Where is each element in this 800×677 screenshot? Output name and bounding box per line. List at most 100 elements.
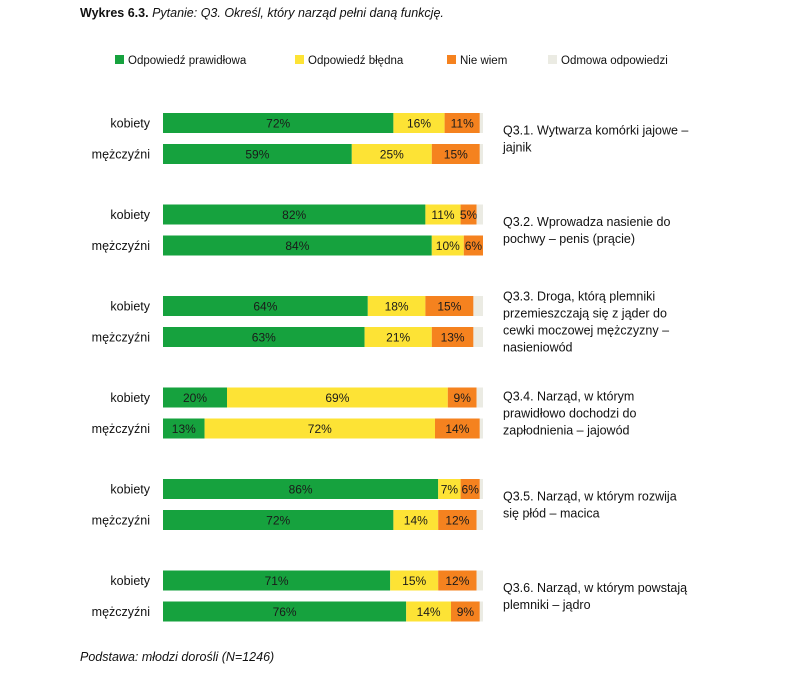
category-label-q4-men: mężczyźni [92, 422, 150, 436]
bar-segment-q6-men-correct [163, 601, 407, 622]
bar-segment-q2-women-refused [476, 204, 483, 225]
data-label-q2-men-dontknow: 6% [465, 239, 483, 253]
question-text-q2-line-1: Q3.2. Wprowadza nasienie do [503, 215, 671, 229]
data-label-q5-women-wrong: 7% [441, 483, 459, 497]
category-label-q2-men: mężczyźni [92, 239, 150, 253]
legend-swatch-correct [115, 55, 124, 64]
data-label-q1-men-wrong: 25% [380, 148, 404, 162]
data-label-q6-men-wrong: 14% [417, 605, 441, 619]
data-label-q4-women-correct: 20% [183, 391, 207, 405]
bar-segment-q6-women-dontknow [438, 570, 477, 591]
bar-segment-q4-women-correct [163, 387, 227, 408]
chart-footer: Podstawa: młodzi dorośli (N=1246) [80, 650, 275, 664]
bar-segment-q6-women-refused [476, 570, 483, 591]
bar-segment-q1-women-dontknow [444, 113, 480, 133]
data-label-q4-women-wrong: 69% [325, 391, 349, 405]
question-text-q4-line-2: prawidłowo dochodzi do [503, 407, 636, 421]
data-label-q1-men-correct: 59% [245, 148, 269, 162]
data-label-q3-women-correct: 64% [253, 300, 277, 314]
bar-segment-q3-men-correct [163, 327, 365, 347]
data-label-q1-women-wrong: 16% [407, 117, 431, 131]
question-text-q1-line-1: Q3.1. Wytwarza komórki jajowe – [503, 124, 688, 138]
bar-segment-q4-women-wrong [227, 387, 448, 408]
bar-segment-q2-women-wrong [425, 204, 461, 225]
question-text-q5-line-1: Q3.5. Narząd, w którym rozwija [503, 490, 677, 504]
legend-label-refused: Odmowa odpowiedzi [561, 55, 668, 67]
legend-label-wrong: Odpowiedź błędna [308, 55, 404, 67]
category-label-q5-men: mężczyźni [92, 514, 150, 528]
bar-segment-q2-men-correct [163, 235, 432, 256]
legend-swatch-wrong [295, 55, 304, 64]
category-label-q6-women: kobiety [110, 574, 150, 588]
bar-segment-q6-women-wrong [390, 570, 439, 591]
data-label-q5-men-dontknow: 12% [445, 514, 469, 528]
bar-segment-q5-women-correct [163, 479, 439, 499]
bar-segment-q5-men-wrong [393, 510, 439, 530]
question-text-q5-line-2: się płód – macica [503, 507, 600, 521]
bar-segment-q1-women-refused [479, 113, 483, 133]
data-label-q1-women-dontknow: 11% [451, 117, 474, 131]
question-text-q4-line-1: Q3.4. Narząd, w którym [503, 390, 634, 404]
bar-segment-q6-men-dontknow [451, 601, 480, 622]
bar-segment-q4-men-correct [163, 418, 205, 439]
bar-segment-q5-women-wrong [438, 479, 461, 499]
bar-segment-q4-men-wrong [204, 418, 435, 439]
data-label-q4-women-dontknow: 9% [454, 391, 472, 405]
category-label-q2-women: kobiety [110, 208, 150, 222]
bar-segment-q3-men-dontknow [431, 327, 474, 347]
bar-segment-q1-women-wrong [393, 113, 445, 133]
bar-segment-q3-women-wrong [367, 296, 426, 316]
question-text-q3-line-2: przemieszczają się z jąder do [503, 307, 667, 321]
bar-segment-q6-men-refused [479, 601, 483, 622]
bar-segment-q2-men-dontknow [463, 235, 483, 256]
data-label-q2-women-wrong: 11% [431, 208, 454, 222]
legend-swatch-refused [548, 55, 557, 64]
chart-title-question: Pytanie: Q3. Określ, który narząd pełni … [152, 6, 444, 20]
chart-title-number: Wykres 6.3. [80, 6, 149, 20]
category-label-q4-women: kobiety [110, 391, 150, 405]
bar-segment-q6-men-wrong [406, 601, 451, 622]
data-label-q3-women-wrong: 18% [385, 300, 409, 314]
bar-segment-q5-men-correct [163, 510, 394, 530]
category-label-q1-women: kobiety [110, 117, 150, 131]
legend-label-correct: Odpowiedź prawidłowa [128, 55, 247, 67]
data-label-q4-men-correct: 13% [172, 422, 196, 436]
question-text-q1-line-2: jajnik [502, 141, 532, 155]
data-label-q1-men-dontknow: 15% [444, 148, 468, 162]
data-label-q5-men-wrong: 14% [404, 514, 428, 528]
question-text-q3-line-3: cewki moczowej mężczyzny – [503, 324, 669, 338]
question-text-q6-line-1: Q3.6. Narząd, w którym powstają [503, 581, 687, 595]
data-label-q5-women-dontknow: 6% [462, 483, 480, 497]
data-label-q3-women-dontknow: 15% [437, 300, 461, 314]
bar-segment-q3-men-refused [473, 327, 483, 347]
bar-segment-q3-women-dontknow [425, 296, 474, 316]
data-label-q5-men-correct: 72% [266, 514, 290, 528]
bar-segment-q4-men-refused [479, 418, 483, 439]
bar-segment-q6-women-correct [163, 570, 391, 591]
bar-segment-q4-women-dontknow [447, 387, 477, 408]
data-label-q2-women-correct: 82% [282, 208, 306, 222]
bar-segment-q1-men-refused [479, 144, 483, 164]
data-label-q6-women-correct: 71% [265, 574, 289, 588]
bar-segment-q5-women-refused [479, 479, 483, 499]
bar-segment-q3-women-correct [163, 296, 368, 316]
data-label-q6-women-dontknow: 12% [445, 574, 469, 588]
question-text-q3-line-1: Q3.3. Droga, którą plemniki [503, 290, 655, 304]
legend-label-dontknow: Nie wiem [460, 55, 507, 67]
data-label-q3-men-correct: 63% [252, 331, 276, 345]
category-label-q5-women: kobiety [110, 483, 150, 497]
data-label-q6-men-dontknow: 9% [457, 605, 475, 619]
bar-segment-q3-women-refused [473, 296, 483, 316]
category-label-q1-men: mężczyźni [92, 148, 150, 162]
chart-title: Wykres 6.3. Pytanie: Q3. Określ, który n… [80, 6, 444, 20]
legend-swatch-dontknow [447, 55, 456, 64]
bar-segment-q5-men-dontknow [438, 510, 477, 530]
bar-segment-q5-men-refused [476, 510, 483, 530]
category-label-q6-men: mężczyźni [92, 605, 150, 619]
bar-segment-q1-men-dontknow [431, 144, 480, 164]
bar-segment-q4-women-refused [476, 387, 483, 408]
question-text-q3-line-4: nasieniowód [503, 341, 573, 355]
bar-segment-q2-women-dontknow [460, 204, 477, 225]
data-label-q3-men-wrong: 21% [386, 331, 410, 345]
data-label-q2-men-wrong: 10% [436, 239, 460, 253]
